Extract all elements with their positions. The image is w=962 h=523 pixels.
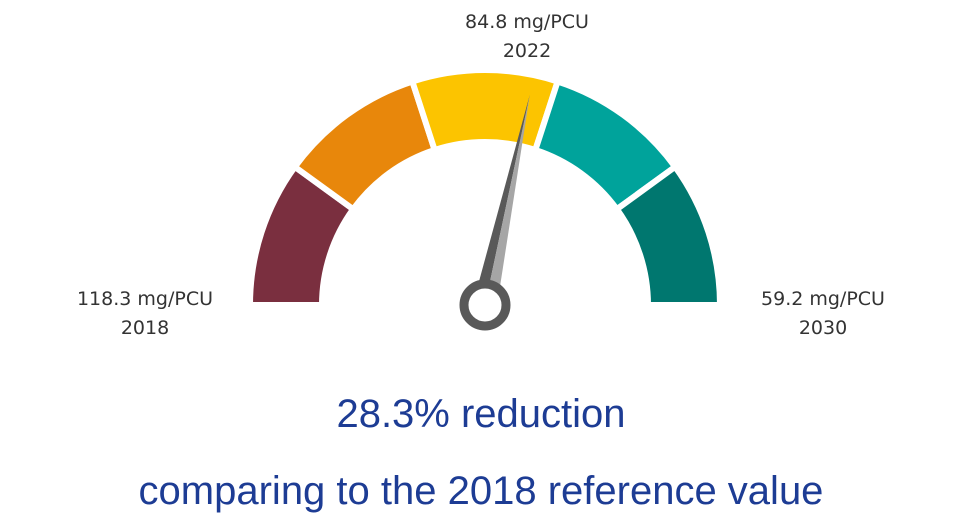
- max-year: 2030: [799, 317, 847, 339]
- needle-light: [485, 94, 530, 308]
- min-year: 2018: [121, 317, 169, 339]
- annotation: 28.3% reduction: [336, 392, 625, 436]
- needle-dark: [473, 94, 530, 306]
- annotation: comparing to the 2018 reference value: [139, 469, 824, 513]
- max-label: 59.2 mg/PCU: [761, 288, 885, 310]
- gauge-band: [408, 67, 562, 154]
- gauge-band: [612, 162, 724, 308]
- needle: [473, 94, 530, 308]
- min-label: 118.3 mg/PCU: [77, 288, 213, 310]
- value-label: 84.8 mg/PCU: [465, 11, 589, 33]
- needle-hub: [459, 279, 511, 331]
- value-year: 2022: [503, 40, 551, 62]
